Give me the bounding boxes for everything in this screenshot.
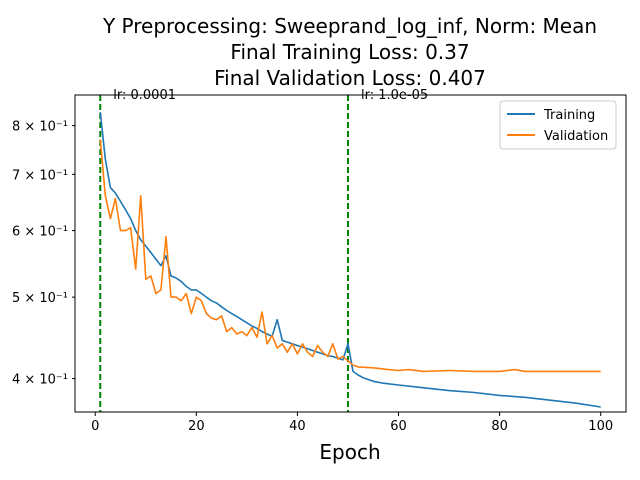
y-tick-label: 4 × 10⁻¹: [12, 373, 68, 388]
x-tick-label: 60: [390, 419, 407, 434]
series-line-validation: [99, 139, 601, 373]
y-tick-label: 7 × 10⁻¹: [12, 168, 68, 183]
plot-frame: [74, 94, 627, 413]
legend-label-validation: Validation: [544, 129, 608, 144]
x-axis-label: Epoch: [319, 440, 380, 464]
x-tick-label: 100: [588, 419, 613, 434]
x-tick-label: 20: [188, 419, 205, 434]
title-line-1: Y Preprocessing: Sweeprand_log_inf, Norm…: [102, 14, 597, 38]
y-tick-label: 5 × 10⁻¹: [12, 291, 68, 306]
y-tick-label: 8 × 10⁻¹: [12, 120, 68, 135]
y-tick-label: 6 × 10⁻¹: [12, 225, 68, 240]
legend-label-training: Training: [543, 108, 595, 123]
chart-title: Y Preprocessing: Sweeprand_log_inf, Norm…: [102, 14, 597, 90]
x-tick-label: 40: [289, 419, 306, 434]
x-tick-label: 80: [491, 419, 508, 434]
title-line-2: Final Training Loss: 0.37: [230, 40, 469, 64]
x-tick-label: 0: [91, 419, 99, 434]
title-line-3: Final Validation Loss: 0.407: [214, 66, 486, 90]
series-line-training: [99, 112, 601, 408]
